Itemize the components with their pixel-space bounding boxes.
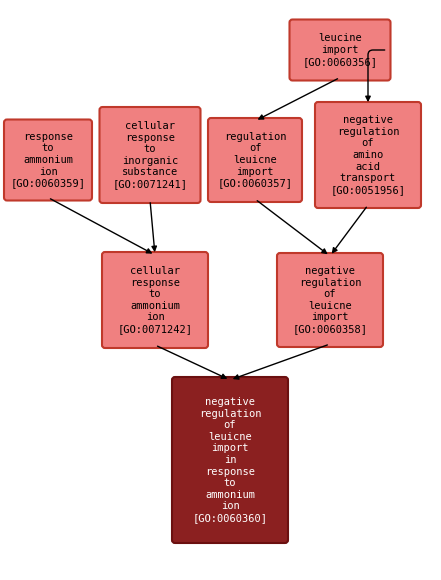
Text: leucine
import
[GO:0060356]: leucine import [GO:0060356] — [303, 34, 377, 67]
FancyBboxPatch shape — [315, 102, 421, 208]
Text: negative
regulation
of
leuicne
import
in
response
to
ammonium
ion
[GO:0060360]: negative regulation of leuicne import in… — [193, 397, 268, 523]
FancyBboxPatch shape — [100, 107, 201, 203]
Text: cellular
response
to
ammonium
ion
[GO:0071242]: cellular response to ammonium ion [GO:00… — [117, 266, 193, 334]
FancyBboxPatch shape — [102, 252, 208, 348]
Text: negative
regulation
of
amino
acid
transport
[GO:0051956]: negative regulation of amino acid transp… — [330, 115, 406, 195]
FancyBboxPatch shape — [277, 253, 383, 347]
Text: response
to
ammonium
ion
[GO:0060359]: response to ammonium ion [GO:0060359] — [11, 132, 86, 188]
FancyBboxPatch shape — [289, 20, 390, 81]
Text: cellular
response
to
inorganic
substance
[GO:0071241]: cellular response to inorganic substance… — [112, 121, 187, 189]
Text: regulation
of
leuicne
import
[GO:0060357]: regulation of leuicne import [GO:0060357… — [217, 132, 292, 188]
FancyBboxPatch shape — [208, 118, 302, 202]
FancyBboxPatch shape — [4, 119, 92, 201]
Text: negative
regulation
of
leuicne
import
[GO:0060358]: negative regulation of leuicne import [G… — [292, 266, 367, 334]
FancyBboxPatch shape — [172, 377, 288, 543]
